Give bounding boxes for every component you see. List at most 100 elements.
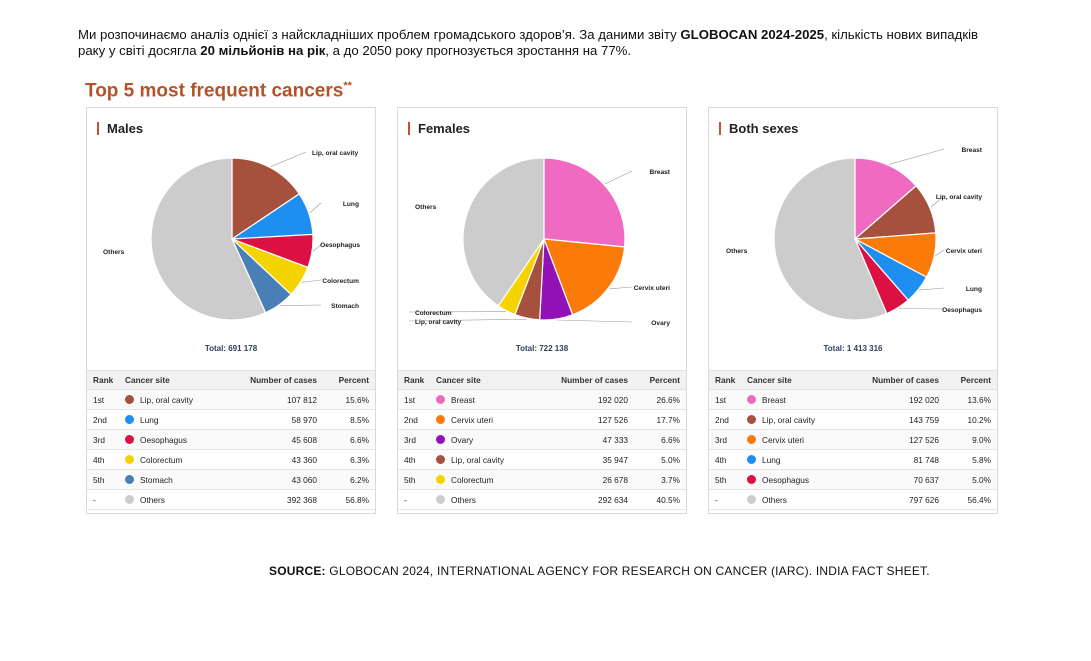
- cell-percent: 6.6%: [350, 434, 369, 445]
- source-label: SOURCE:: [269, 564, 326, 578]
- pie-slice-cervix-uteri: [543, 238, 626, 316]
- site-label: Oesophagus: [762, 474, 810, 485]
- leader-line-oesophagus: [312, 243, 323, 252]
- leader-line-stomach: [279, 304, 322, 306]
- chart-total: Total: 691 178: [204, 344, 258, 353]
- site-label: Colorectum: [451, 474, 494, 485]
- cell-site: Lung: [125, 415, 233, 425]
- cell-site: Breast: [436, 395, 544, 405]
- leader-line-oesophagus: [898, 308, 945, 310]
- legend-dot-icon: [747, 475, 756, 484]
- cell-cases: 70 637: [913, 474, 939, 485]
- cell-site: Others: [125, 495, 233, 505]
- cell-rank: 3rd: [404, 434, 416, 445]
- table-row: 4th Colorectum 43 360 6.3%: [87, 450, 375, 470]
- legend-dot-icon: [436, 435, 445, 444]
- header-site: Cancer site: [747, 375, 792, 385]
- intro-text-1: Ми розпочинаємо аналіз однієї з найсклад…: [78, 27, 681, 42]
- cell-rank: 5th: [404, 474, 416, 485]
- table-row: 2nd Cervix uteri 127 526 17.7%: [398, 410, 686, 430]
- cell-percent: 6.6%: [661, 434, 680, 445]
- legend-dot-icon: [125, 415, 134, 424]
- cell-cases: 43 360: [291, 454, 317, 465]
- slice-label-lip-oral-cavity: Lip, oral cavity: [936, 194, 983, 201]
- cell-rank: -: [715, 494, 718, 505]
- site-label: Lung: [762, 454, 781, 465]
- header-cases: Number of cases: [872, 375, 939, 385]
- cell-site: Oesophagus: [125, 435, 233, 445]
- cell-cases: 58 970: [291, 414, 317, 425]
- site-label: Others: [140, 494, 165, 505]
- pie-slice-breast: [854, 157, 917, 241]
- cell-rank: 1st: [404, 394, 416, 405]
- panel-title: Both sexes: [719, 122, 798, 135]
- pie-slice-breast: [543, 157, 626, 248]
- cell-percent: 9.0%: [972, 434, 991, 445]
- leader-line-ovary: [556, 319, 633, 323]
- intro-bold-2: 20 мільйонів на рік: [200, 43, 326, 58]
- legend-dot-icon: [747, 395, 756, 404]
- cell-percent: 6.3%: [350, 454, 369, 465]
- pie-chart: Breast Lip, oral cavity Cervix uteri Lung Oe…: [726, 147, 983, 321]
- table-row: 3rd Ovary 47 333 6.6%: [398, 430, 686, 450]
- cell-percent: 17.7%: [656, 414, 680, 425]
- pie-slice-others: [150, 157, 267, 321]
- cell-site: Colorectum: [125, 455, 233, 465]
- pie-slice-lip-oral-cavity: [231, 157, 301, 241]
- legend-dot-icon: [747, 455, 756, 464]
- slice-label-others: Others: [103, 249, 125, 256]
- table-row: 2nd Lung 58 970 8.5%: [87, 410, 375, 430]
- cell-rank: -: [404, 494, 407, 505]
- leader-line-cervix-uteri: [609, 286, 633, 290]
- cell-percent: 15.6%: [345, 394, 369, 405]
- slice-label-lip-oral-cavity: Lip, oral cavity: [312, 150, 359, 157]
- leader-line-colorectum: [301, 279, 322, 283]
- cell-cases: 45 608: [291, 434, 317, 445]
- cell-site: Colorectum: [436, 475, 544, 485]
- panel-females: Females Breast Cervix uteri Ovary Lip, oral …: [397, 107, 687, 514]
- cell-percent: 13.6%: [967, 394, 991, 405]
- cell-site: Cervix uteri: [747, 435, 855, 445]
- legend-dot-icon: [125, 475, 134, 484]
- cell-percent: 26.6%: [656, 394, 680, 405]
- cell-rank: 4th: [715, 454, 727, 465]
- slice-label-cervix-uteri: Cervix uteri: [634, 285, 670, 292]
- slice-label-ovary: Ovary: [651, 320, 670, 327]
- table-header: Rank Cancer site Number of cases Percent: [398, 370, 686, 390]
- leader-line-lip-oral-cavity: [408, 318, 527, 322]
- legend-dot-icon: [125, 455, 134, 464]
- slice-label-lung: Lung: [343, 201, 359, 208]
- table-row: 4th Lip, oral cavity 35 947 5.0%: [398, 450, 686, 470]
- table-row: 5th Stomach 43 060 6.2%: [87, 470, 375, 490]
- header-rank: Rank: [93, 375, 114, 385]
- cell-site: Cervix uteri: [436, 415, 544, 425]
- cell-site: Lip, oral cavity: [125, 395, 233, 405]
- slice-label-colorectum: Colorectum: [415, 310, 452, 317]
- cell-percent: 10.2%: [967, 414, 991, 425]
- legend-dot-icon: [436, 455, 445, 464]
- cancer-table: Rank Cancer site Number of cases Percent 1st…: [398, 370, 686, 510]
- source-text: GLOBOCAN 2024, INTERNATIONAL AGENCY FOR …: [325, 564, 930, 578]
- cell-site: Stomach: [125, 475, 233, 485]
- cell-site: Lip, oral cavity: [436, 455, 544, 465]
- table-header: Rank Cancer site Number of cases Percent: [87, 370, 375, 390]
- table-row: 5th Colorectum 26 678 3.7%: [398, 470, 686, 490]
- cell-percent: 5.0%: [972, 474, 991, 485]
- panel-title: Females: [408, 122, 470, 135]
- site-label: Breast: [451, 394, 475, 405]
- table-header: Rank Cancer site Number of cases Percent: [709, 370, 997, 390]
- leader-line-lip-oral-cavity: [270, 151, 307, 167]
- cell-rank: 1st: [93, 394, 105, 405]
- cell-percent: 3.7%: [661, 474, 680, 485]
- cell-site: Breast: [747, 395, 855, 405]
- site-label: Cervix uteri: [762, 434, 804, 445]
- header-site: Cancer site: [125, 375, 170, 385]
- cell-cases: 192 020: [909, 394, 939, 405]
- header-site: Cancer site: [436, 375, 481, 385]
- table-row: - Others 392 368 56.8%: [87, 490, 375, 510]
- header-percent: Percent: [960, 375, 991, 385]
- cell-percent: 5.0%: [661, 454, 680, 465]
- heading-footnote-mark: **: [343, 80, 352, 92]
- cell-cases: 26 678: [602, 474, 628, 485]
- cell-cases: 143 759: [909, 414, 939, 425]
